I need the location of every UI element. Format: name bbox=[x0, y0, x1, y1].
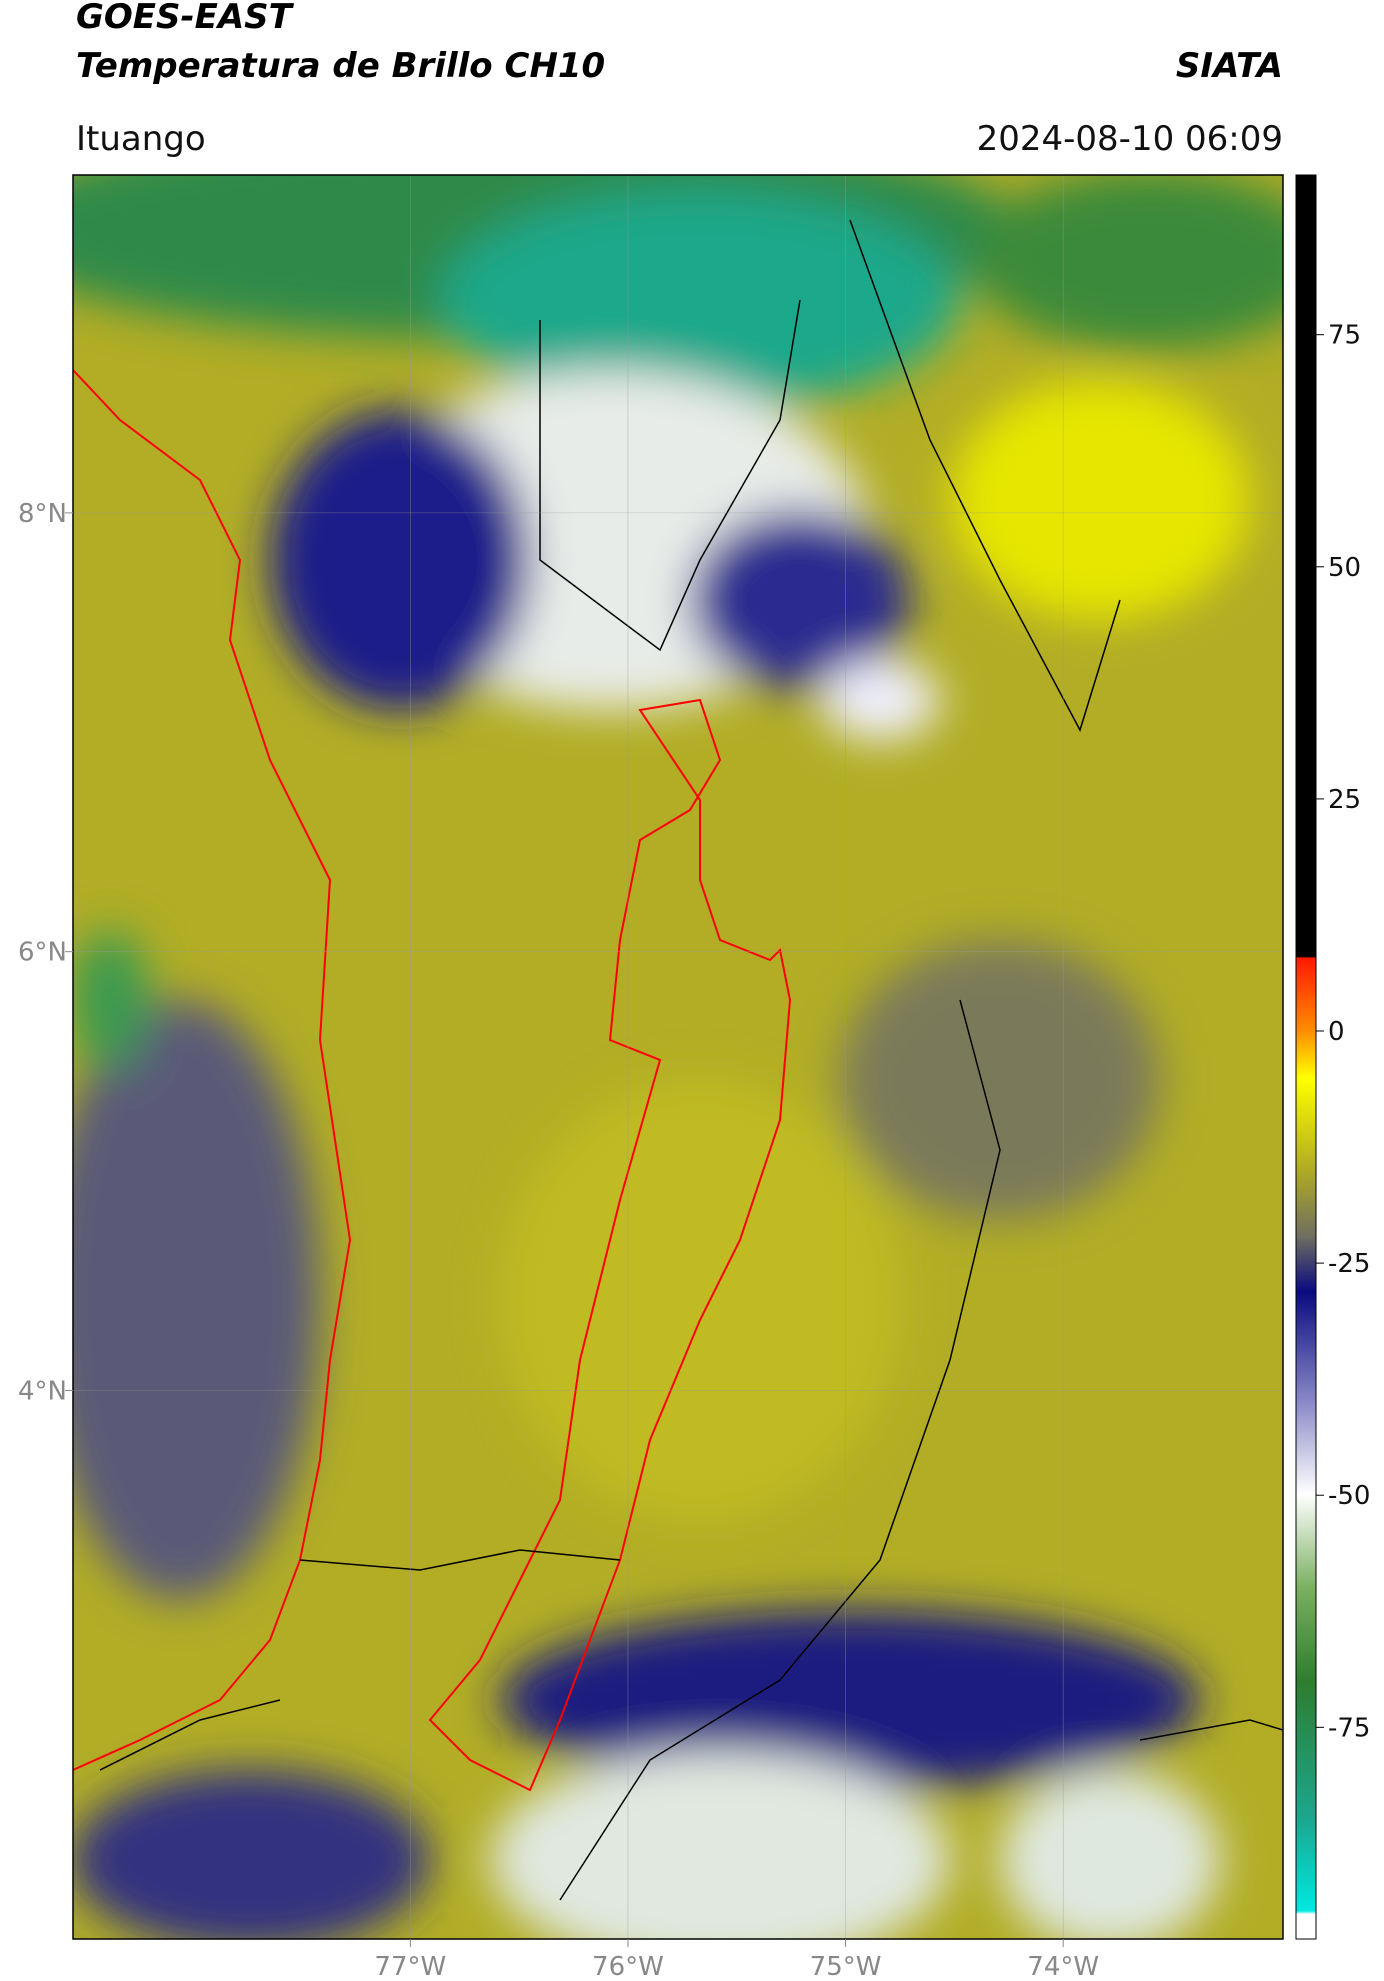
brand: SIATA bbox=[1176, 46, 1283, 86]
y-tick-label: 6°N bbox=[18, 938, 67, 968]
colorbar-tick-label: -50 bbox=[1328, 1481, 1370, 1511]
x-tick-label: 77°W bbox=[374, 1952, 446, 1981]
colorbar-tick-label: -75 bbox=[1328, 1713, 1370, 1743]
grid bbox=[73, 175, 1283, 1939]
subtitle: Temperatura de Brillo CH10 bbox=[76, 46, 605, 86]
x-tick-label: 75°W bbox=[810, 1952, 882, 1981]
x-tick-label: 74°W bbox=[1027, 1952, 1099, 1981]
map-frame bbox=[72, 174, 1284, 1940]
y-tick-label: 4°N bbox=[18, 1376, 67, 1406]
x-tick-label: 76°W bbox=[592, 1952, 664, 1981]
title: GOES-EAST bbox=[76, 0, 295, 37]
satellite-image bbox=[73, 175, 1283, 1939]
colorbar bbox=[1295, 174, 1317, 1940]
colorbar-tick-label: -25 bbox=[1328, 1249, 1370, 1279]
colorbar-tick-label: 50 bbox=[1328, 553, 1361, 583]
timestamp: 2024-08-10 06:09 bbox=[977, 119, 1283, 159]
y-tick-label: 8°N bbox=[18, 499, 67, 529]
location: Ituango bbox=[76, 119, 206, 159]
colorbar-tick-label: 75 bbox=[1328, 321, 1361, 351]
colorbar-tick-label: 25 bbox=[1328, 785, 1361, 815]
colorbar-tick-label: 0 bbox=[1328, 1017, 1345, 1047]
